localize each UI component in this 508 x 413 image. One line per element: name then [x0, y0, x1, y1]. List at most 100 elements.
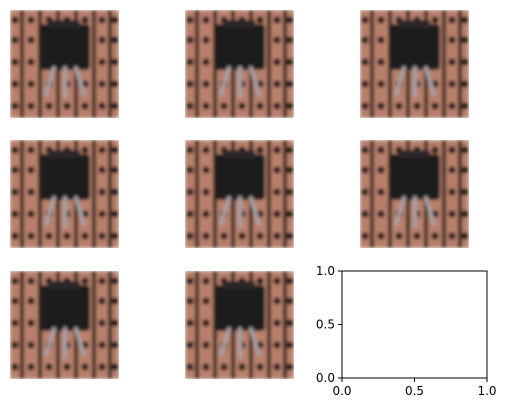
hole: [202, 210, 210, 218]
hole: [202, 16, 210, 24]
hole: [11, 58, 19, 66]
component-leg: [219, 196, 231, 226]
image-panel-3: [360, 10, 469, 118]
hole: [273, 210, 281, 218]
strip-gap: [267, 271, 271, 379]
component-leg: [249, 327, 261, 357]
strip-gap: [20, 10, 24, 118]
hole: [461, 36, 469, 44]
strip-gap: [283, 271, 287, 379]
hole: [202, 102, 210, 110]
hole: [186, 166, 194, 174]
hole: [238, 232, 246, 240]
hole: [111, 210, 119, 218]
strip-gap: [195, 271, 199, 379]
hole: [202, 80, 210, 88]
strip-gap: [283, 10, 287, 118]
stripboard-component-icon: [360, 140, 469, 248]
stripboard-component-icon: [360, 10, 469, 118]
hole: [377, 16, 385, 24]
hole: [63, 232, 71, 240]
hole: [256, 232, 264, 240]
hole: [461, 58, 469, 66]
hole: [361, 16, 369, 24]
hole: [461, 166, 469, 174]
hole: [273, 232, 281, 240]
hole: [81, 232, 89, 240]
hole: [273, 166, 281, 174]
hole: [361, 166, 369, 174]
hole: [111, 341, 119, 349]
hole: [27, 102, 35, 110]
hole: [111, 319, 119, 327]
image-panel-8: [185, 271, 294, 379]
y-tick-label: 0.0: [316, 371, 335, 385]
stripboard-component-icon: [185, 10, 294, 118]
y-tick-label: 1.0: [316, 264, 335, 278]
strip-gap: [442, 140, 446, 248]
hole: [98, 210, 106, 218]
component-top: [48, 150, 80, 158]
strip-gap: [267, 140, 271, 248]
strip-gap: [458, 10, 462, 118]
stripboard-component-icon: [185, 140, 294, 248]
component-body: [390, 154, 440, 200]
hole: [111, 297, 119, 305]
component-leg: [44, 327, 56, 357]
hole: [377, 80, 385, 88]
hole: [202, 297, 210, 305]
component-leg: [219, 66, 231, 96]
strip-gap: [108, 271, 112, 379]
component-leg: [74, 327, 86, 357]
component-body: [40, 285, 90, 331]
hole: [81, 277, 89, 285]
hole: [27, 36, 35, 44]
hole: [186, 297, 194, 305]
hole: [98, 363, 106, 371]
image-panel-4: [10, 140, 119, 248]
hole: [286, 36, 294, 44]
hole: [256, 102, 264, 110]
hole: [202, 319, 210, 327]
hole: [11, 363, 19, 371]
hole: [27, 16, 35, 24]
strip-gap: [92, 10, 96, 118]
hole: [98, 188, 106, 196]
hole: [361, 146, 369, 154]
hole: [377, 58, 385, 66]
hole: [202, 146, 210, 154]
component-leg: [424, 66, 436, 96]
hole: [111, 16, 119, 24]
hole: [286, 80, 294, 88]
hole: [448, 146, 456, 154]
hole: [413, 102, 421, 110]
image-panel-5: [185, 140, 294, 248]
hole: [45, 363, 53, 371]
hole: [286, 16, 294, 24]
hole: [98, 58, 106, 66]
hole: [273, 58, 281, 66]
hole: [273, 16, 281, 24]
hole: [448, 102, 456, 110]
hole: [413, 232, 421, 240]
hole: [81, 102, 89, 110]
hole: [98, 80, 106, 88]
axes-frame: [341, 270, 488, 379]
hole: [98, 319, 106, 327]
hole: [256, 146, 264, 154]
hole: [238, 102, 246, 110]
hole: [186, 210, 194, 218]
strip-gap: [370, 140, 374, 248]
hole: [361, 80, 369, 88]
hole: [461, 188, 469, 196]
hole: [448, 58, 456, 66]
hole: [286, 146, 294, 154]
hole: [202, 58, 210, 66]
hole: [11, 188, 19, 196]
hole: [11, 146, 19, 154]
hole: [45, 102, 53, 110]
hole: [186, 319, 194, 327]
hole: [11, 277, 19, 285]
hole: [98, 297, 106, 305]
hole: [111, 166, 119, 174]
